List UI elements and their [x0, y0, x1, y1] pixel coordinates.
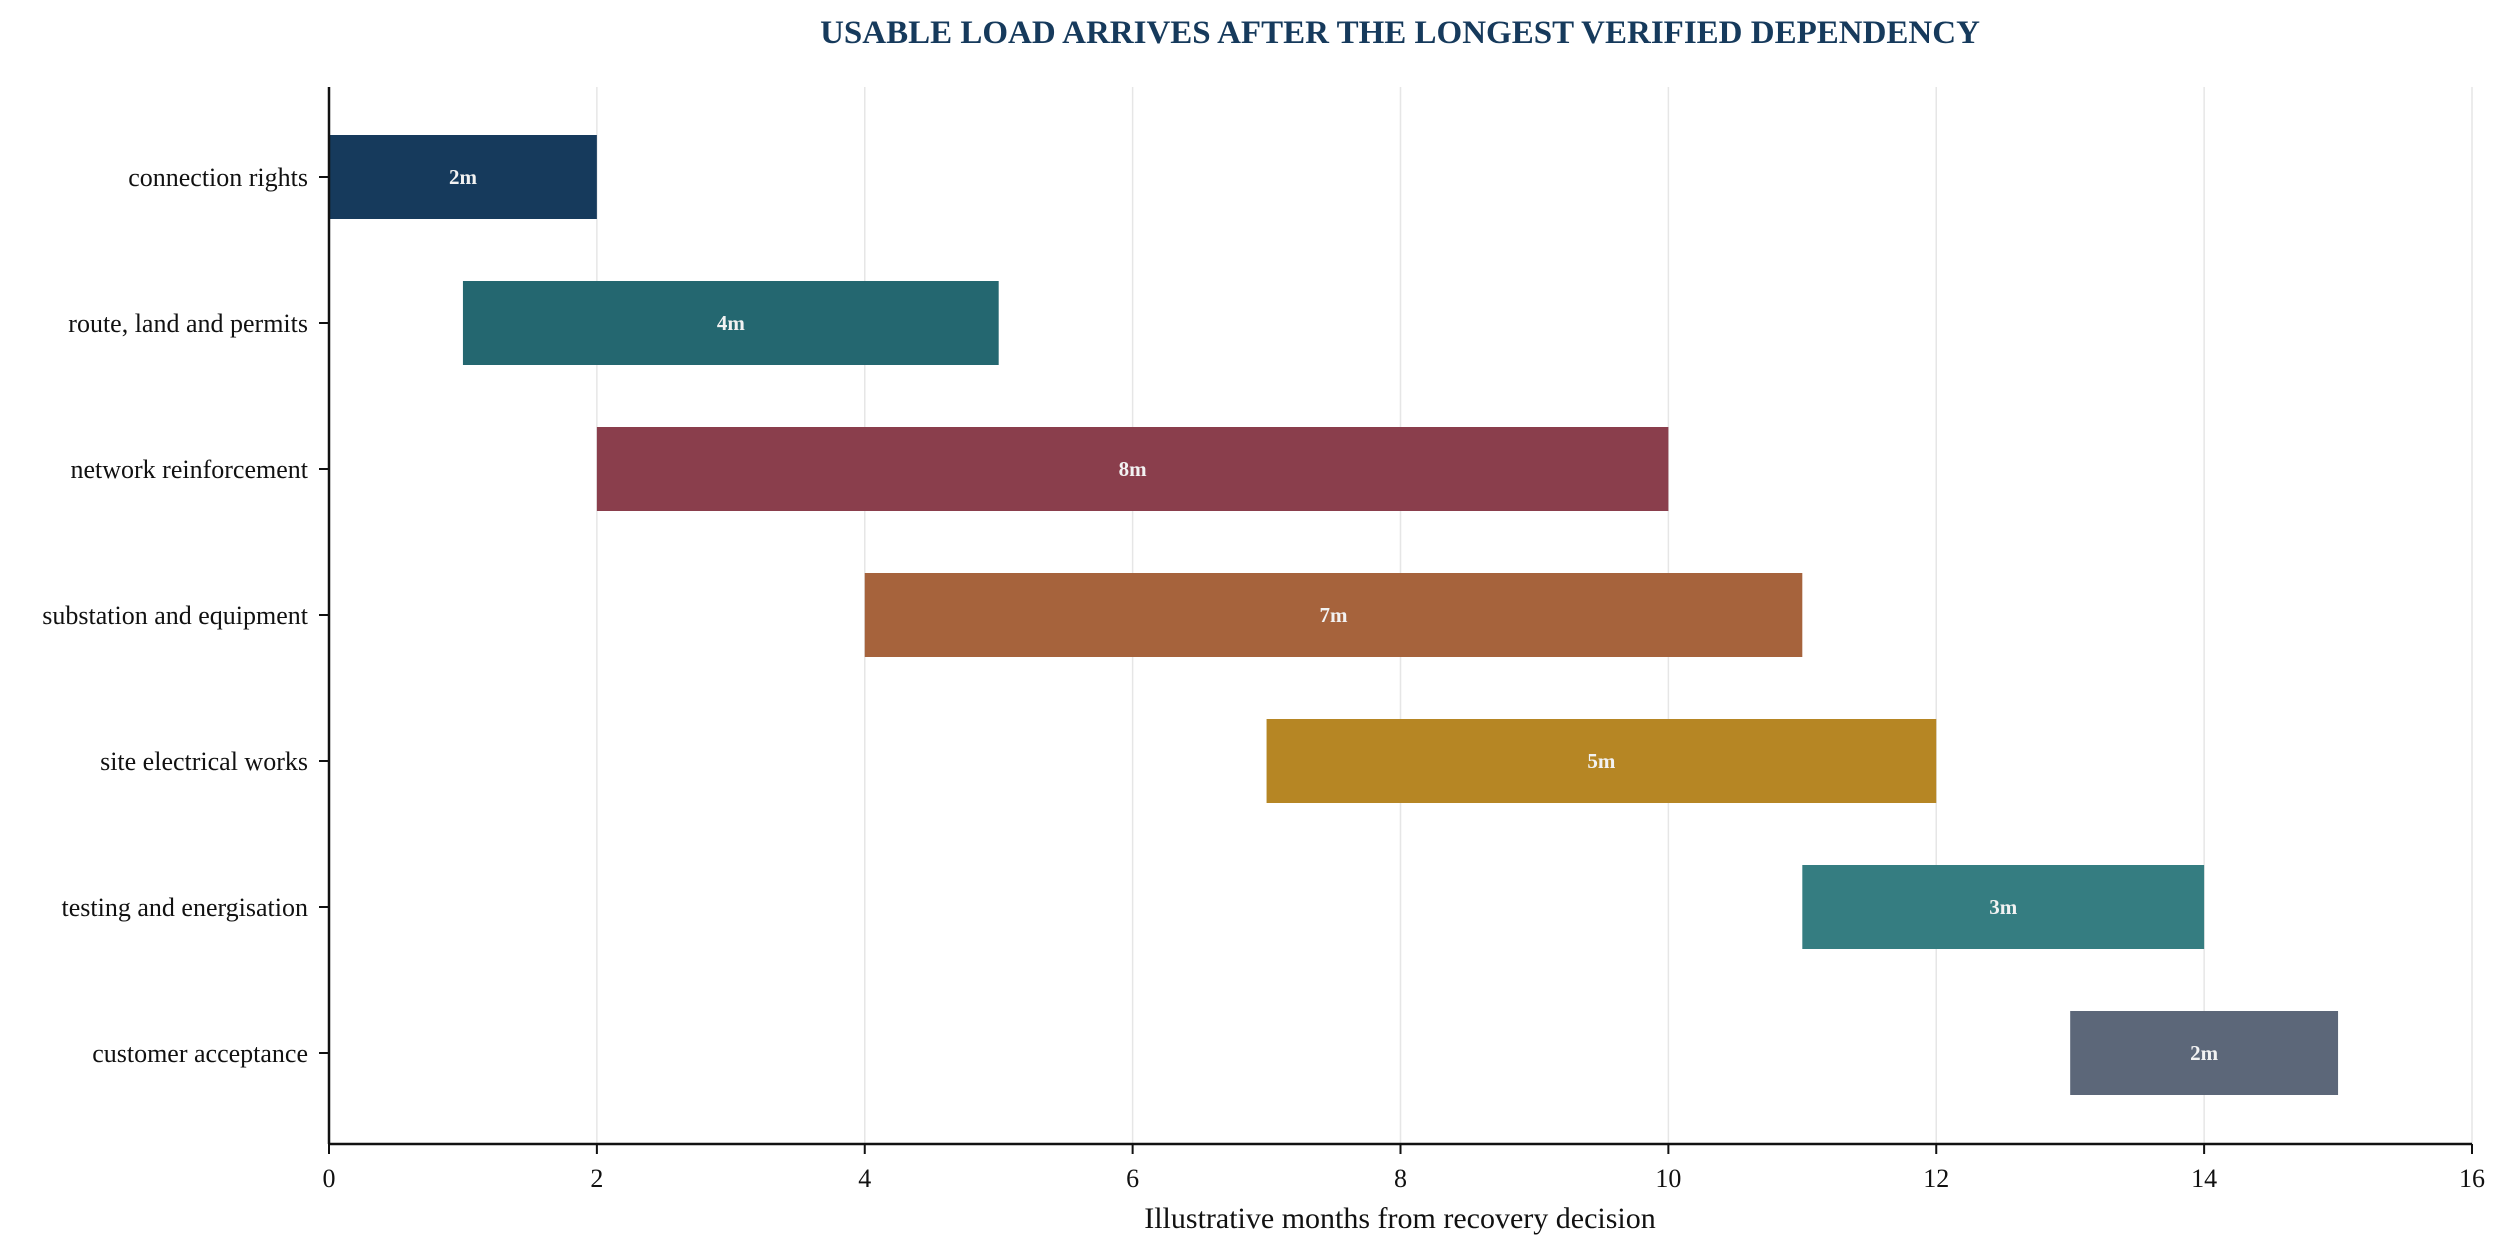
- bar-4: [864, 573, 1803, 657]
- y-tick-label-5: site electrical works: [100, 747, 308, 776]
- bar-5: [1266, 719, 1937, 803]
- x-tick-label-14: 14: [2191, 1164, 2217, 1193]
- x-tick-label-16: 16: [2459, 1164, 2485, 1193]
- axes: connection rights route, land and permits…: [42, 87, 2485, 1193]
- bar-label-2: 4m: [717, 311, 746, 335]
- bar-6: [1802, 865, 2205, 949]
- x-tick-label-8: 8: [1394, 1164, 1407, 1193]
- x-tick-label-12: 12: [1923, 1164, 1949, 1193]
- y-tick-label-2: route, land and permits: [68, 309, 308, 338]
- bar-label-7: 2m: [2190, 1041, 2219, 1065]
- y-tick-label-3: network reinforcement: [70, 455, 308, 484]
- bar-label-5: 5m: [1587, 749, 1616, 773]
- bar-2: [462, 281, 999, 365]
- bar-3: [596, 427, 1669, 511]
- x-tick-label-10: 10: [1655, 1164, 1681, 1193]
- bar-label-1: 2m: [449, 165, 478, 189]
- bar-label-6: 3m: [1989, 895, 2018, 919]
- y-tick-label-4: substation and equipment: [42, 601, 309, 630]
- bar-7: [2070, 1011, 2339, 1095]
- chart-title: USABLE LOAD ARRIVES AFTER THE LONGEST VE…: [820, 15, 1980, 51]
- bars: 2m 4m 8m 7m 5m 3m 2m: [329, 135, 2339, 1095]
- bar-label-4: 7m: [1320, 603, 1349, 627]
- y-tick-label-1: connection rights: [128, 163, 308, 192]
- x-tick-label-2: 2: [590, 1164, 603, 1193]
- x-tick-label-0: 0: [323, 1164, 336, 1193]
- y-tick-label-7: customer acceptance: [92, 1039, 308, 1068]
- x-tick-label-4: 4: [858, 1164, 871, 1193]
- x-tick-label-6: 6: [1126, 1164, 1139, 1193]
- x-axis-label: Illustrative months from recovery decisi…: [1144, 1202, 1656, 1235]
- bar-label-3: 8m: [1119, 457, 1148, 481]
- bar-1: [329, 135, 597, 219]
- y-tick-label-6: testing and energisation: [62, 893, 308, 922]
